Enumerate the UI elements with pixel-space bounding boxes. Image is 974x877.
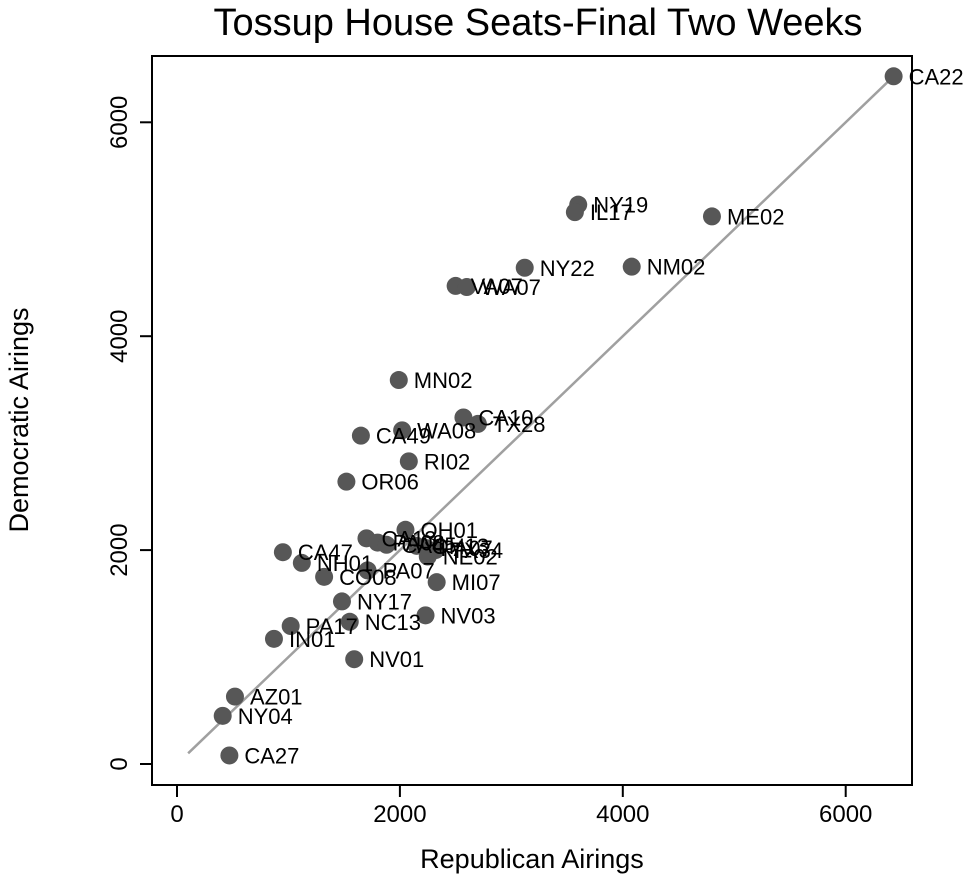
data-point-label: RI02 <box>424 449 470 474</box>
data-point-label: CA10 <box>478 405 533 430</box>
data-point <box>281 617 300 636</box>
x-tick-label: 2000 <box>373 801 426 828</box>
y-tick-label: 4000 <box>106 310 133 363</box>
data-point-label: NC13 <box>365 610 421 635</box>
data-point <box>427 573 446 592</box>
y-tick-label: 2000 <box>106 523 133 576</box>
data-point-label: TX34 <box>451 538 504 563</box>
data-point <box>377 535 396 554</box>
data-point-label: OR06 <box>361 470 418 495</box>
data-point <box>315 567 334 586</box>
data-point-label: NY04 <box>238 704 293 729</box>
data-point <box>393 421 412 440</box>
data-point <box>454 408 473 427</box>
data-point-label: AZ01 <box>250 685 303 710</box>
data-point <box>416 606 435 625</box>
data-point-label: NY17 <box>357 589 412 614</box>
data-point <box>702 207 721 226</box>
data-point <box>337 472 356 491</box>
data-point <box>389 371 408 390</box>
data-point <box>515 258 534 277</box>
data-point-label: NV03 <box>441 603 496 628</box>
data-point-label: NV01 <box>369 647 424 672</box>
data-point <box>565 203 584 222</box>
data-point-label: ME02 <box>727 204 784 229</box>
data-point <box>418 547 437 566</box>
data-point-label: PA07 <box>383 558 435 583</box>
data-points <box>213 67 903 765</box>
data-point-label: MI07 <box>452 570 501 595</box>
data-point-label: NY19 <box>593 193 648 218</box>
y-tick-label: 0 <box>106 757 133 770</box>
data-point <box>457 278 476 297</box>
plot-frame <box>151 55 913 786</box>
data-point-label: OH01 <box>420 518 477 543</box>
data-point <box>220 746 239 765</box>
data-point-label: CO08 <box>339 565 396 590</box>
data-point <box>340 612 359 631</box>
data-point-label: NM02 <box>647 255 706 280</box>
data-point-label: WA08 <box>417 418 476 443</box>
data-point <box>884 67 903 86</box>
data-point <box>399 452 418 471</box>
data-point-label: CA49 <box>376 424 431 449</box>
data-point-label: PA17 <box>306 614 358 639</box>
data-point <box>351 426 370 445</box>
data-point <box>273 543 292 562</box>
x-tick-label: 6000 <box>819 801 872 828</box>
fit-line-group <box>187 75 895 755</box>
data-point-label: CA45 <box>402 533 457 558</box>
data-point-label: NY22 <box>540 256 595 281</box>
data-point <box>622 257 641 276</box>
data-point <box>396 520 415 539</box>
x-tick-label: 0 <box>170 801 183 828</box>
y-axis-label: Democratic Airings <box>4 307 34 532</box>
data-point <box>332 592 351 611</box>
data-point-label: PA08 <box>393 531 445 556</box>
data-point <box>213 706 232 725</box>
data-point-label: CA13 <box>381 526 436 551</box>
data-point-label: PA07 <box>441 536 493 561</box>
data-point-label: MN02 <box>414 368 473 393</box>
data-point <box>468 414 487 433</box>
data-point <box>345 650 364 669</box>
data-point-label: TX28 <box>493 412 546 437</box>
x-axis-label: Republican Airings <box>420 844 644 874</box>
data-point <box>264 629 283 648</box>
data-point <box>225 687 244 706</box>
y-tick-label: 6000 <box>106 96 133 149</box>
data-point-label: VA07 <box>471 274 523 299</box>
data-point <box>292 553 311 572</box>
data-point-label: OH13 <box>432 534 489 559</box>
data-point-label: IL17 <box>590 200 633 225</box>
chart-title: Tossup House Seats-Final Two Weeks <box>213 2 862 44</box>
x-tick-label: 4000 <box>596 801 649 828</box>
data-point-label: CA22 <box>909 64 964 89</box>
data-point-label: IN01 <box>289 627 335 652</box>
data-point-label: NE02 <box>443 545 498 570</box>
data-point-label: WA07 <box>482 275 541 300</box>
data-point-label: CA27 <box>244 743 299 768</box>
axis-ticks: 0 2000 4000 6000 0 2000 4000 6000 <box>106 96 872 828</box>
fit-line <box>187 75 895 755</box>
data-point-label: NH01 <box>317 551 373 576</box>
data-point <box>358 561 377 580</box>
data-point-label: CA47 <box>298 540 353 565</box>
